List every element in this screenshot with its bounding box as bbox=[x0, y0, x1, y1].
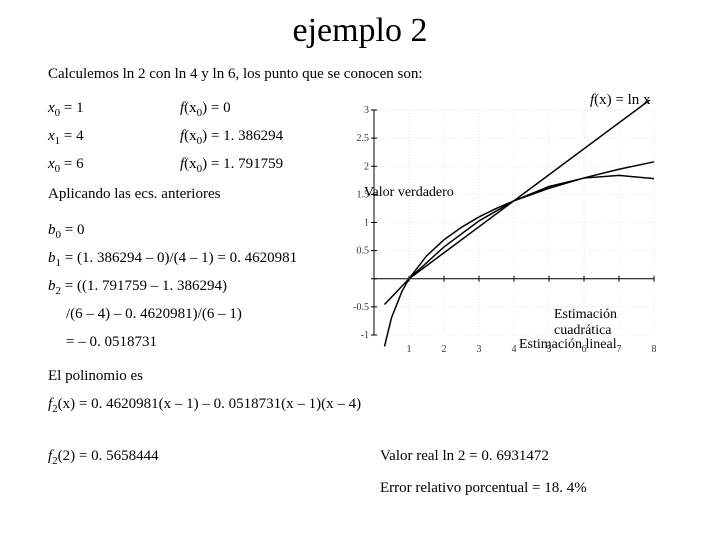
r2-xeq: = 6 bbox=[60, 156, 83, 172]
row-2-f: f(x0) = 1. 791759 bbox=[180, 156, 283, 175]
chart-label-lin: Estimación lineal bbox=[519, 337, 617, 353]
r0-frest: ) = 0 bbox=[202, 100, 230, 116]
row-0-f: f(x0) = 0 bbox=[180, 100, 231, 119]
b2-rest: = ((1. 791759 – 1. 386294) bbox=[61, 278, 227, 294]
svg-text:1: 1 bbox=[364, 218, 369, 229]
b2-line: b2 = ((1. 791759 – 1. 386294) bbox=[48, 278, 227, 297]
f22-rest: (2) = 0. 5658444 bbox=[58, 448, 159, 464]
poly-line: f2(x) = 0. 4620981(x – 1) – 0. 0518731(x… bbox=[48, 396, 361, 415]
error-rel: Error relativo porcentual = 18. 4% bbox=[380, 480, 587, 497]
svg-text:2: 2 bbox=[364, 161, 369, 172]
svg-text:-0.5: -0.5 bbox=[353, 302, 369, 313]
poly-rest: (x) = 0. 4620981(x – 1) – 0. 0518731(x –… bbox=[58, 396, 361, 412]
row-1-x: x1 = 4 bbox=[48, 128, 84, 147]
r0-feq: (x bbox=[184, 100, 197, 116]
svg-text:8: 8 bbox=[652, 344, 657, 355]
b1-rest: = (1. 386294 – 0)/(4 – 1) = 0. 4620981 bbox=[61, 250, 297, 266]
intro-text: Calculemos ln 2 con ln 4 y ln 6, los pun… bbox=[48, 66, 423, 83]
b0-line: b0 = 0 bbox=[48, 222, 84, 241]
svg-text:2: 2 bbox=[442, 344, 447, 355]
page-title: ejemplo 2 bbox=[0, 12, 720, 50]
b2-cont2: = – 0. 0518731 bbox=[66, 334, 157, 351]
svg-text:4: 4 bbox=[512, 344, 517, 355]
svg-text:7: 7 bbox=[617, 344, 622, 355]
svg-text:3: 3 bbox=[364, 105, 369, 116]
chart-label-true: Valor verdadero bbox=[364, 185, 454, 201]
b2-cont1: /(6 – 4) – 0. 4620981)/(6 – 1) bbox=[66, 306, 242, 323]
f22-line: f2(2) = 0. 5658444 bbox=[48, 448, 159, 467]
row-1-f: f(x0) = 1. 386294 bbox=[180, 128, 283, 147]
r0-xeq: = 1 bbox=[60, 100, 83, 116]
row-2-x: x0 = 6 bbox=[48, 156, 84, 175]
b1-line: b1 = (1. 386294 – 0)/(4 – 1) = 0. 462098… bbox=[48, 250, 297, 269]
r1-feq: (x bbox=[184, 128, 197, 144]
r1-xeq: = 4 bbox=[60, 128, 83, 144]
svg-text:2.5: 2.5 bbox=[357, 133, 370, 144]
svg-text:-1: -1 bbox=[361, 330, 369, 341]
chart-container: 12345678-1-0.50.511.522.53 Valor verdade… bbox=[344, 100, 664, 360]
row-0-x: x0 = 1 bbox=[48, 100, 84, 119]
poly-lead: El polinomio es bbox=[48, 368, 143, 385]
r2-xvar: x bbox=[48, 156, 55, 172]
valor-real: Valor real ln 2 = 0. 6931472 bbox=[380, 448, 549, 465]
b2-i: b bbox=[48, 278, 56, 294]
svg-text:1: 1 bbox=[407, 344, 412, 355]
r0-xvar: x bbox=[48, 100, 55, 116]
r1-xvar: x bbox=[48, 128, 55, 144]
r1-frest: ) = 1. 386294 bbox=[202, 128, 283, 144]
b0-i: b bbox=[48, 222, 56, 238]
chart-label-quad: Estimación cuadrática bbox=[554, 307, 664, 339]
b1-i: b bbox=[48, 250, 56, 266]
b0-rest: = 0 bbox=[61, 222, 84, 238]
svg-text:3: 3 bbox=[477, 344, 482, 355]
apply-text: Aplicando las ecs. anteriores bbox=[48, 186, 220, 203]
svg-text:0.5: 0.5 bbox=[357, 246, 370, 257]
r2-feq: (x bbox=[184, 156, 197, 172]
r2-frest: ) = 1. 791759 bbox=[202, 156, 283, 172]
